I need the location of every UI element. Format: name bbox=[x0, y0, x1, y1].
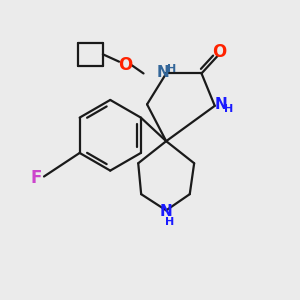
Text: N: N bbox=[214, 97, 227, 112]
Text: H: H bbox=[224, 104, 233, 114]
Text: O: O bbox=[212, 43, 226, 61]
Text: F: F bbox=[31, 169, 42, 187]
Text: H: H bbox=[167, 64, 176, 74]
Text: N: N bbox=[160, 204, 172, 219]
Text: N: N bbox=[157, 65, 169, 80]
Text: O: O bbox=[118, 56, 132, 74]
Text: H: H bbox=[164, 217, 174, 226]
